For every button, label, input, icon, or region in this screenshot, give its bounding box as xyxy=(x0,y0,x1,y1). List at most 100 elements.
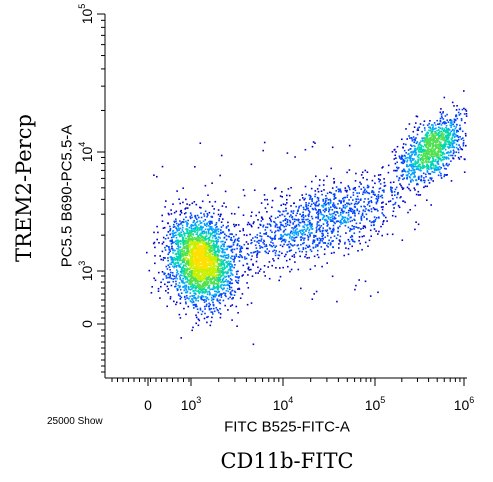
event-dot xyxy=(348,199,350,201)
event-dot xyxy=(270,215,273,218)
event-dot xyxy=(236,281,238,283)
event-dot xyxy=(391,151,394,153)
event-dot xyxy=(433,149,436,152)
event-dot xyxy=(171,272,174,274)
event-dot xyxy=(421,149,424,151)
event-dot xyxy=(193,284,196,287)
event-dot xyxy=(190,224,192,227)
event-dot xyxy=(248,254,250,256)
event-dot xyxy=(157,231,159,234)
event-dot xyxy=(208,267,210,269)
event-dot xyxy=(318,203,320,206)
event-dot xyxy=(294,225,296,228)
event-dot xyxy=(342,204,345,207)
event-dot xyxy=(175,210,178,213)
event-dot xyxy=(184,252,186,255)
event-dot xyxy=(148,269,151,272)
event-dot xyxy=(171,239,173,241)
event-dot xyxy=(222,249,224,252)
event-dot xyxy=(213,267,215,269)
event-dot xyxy=(435,152,437,155)
event-dot xyxy=(418,149,420,151)
event-dot xyxy=(214,235,217,237)
event-dot xyxy=(199,288,201,291)
event-dot xyxy=(320,211,322,214)
event-dot xyxy=(275,245,278,247)
event-dot xyxy=(197,230,199,232)
event-dot xyxy=(319,179,321,181)
event-dot xyxy=(207,233,210,235)
event-dot xyxy=(370,200,372,202)
event-dot xyxy=(204,289,207,291)
event-dot xyxy=(304,208,307,211)
event-dot xyxy=(332,218,334,220)
event-dot xyxy=(192,326,194,329)
event-dot xyxy=(160,281,162,284)
event-dot xyxy=(300,229,303,232)
event-dot xyxy=(221,293,223,295)
event-dot xyxy=(436,147,438,149)
event-dot xyxy=(445,122,447,124)
event-dot xyxy=(324,210,326,213)
event-dot xyxy=(211,222,213,224)
event-dot xyxy=(204,257,206,259)
event-dot xyxy=(334,217,337,220)
event-dot xyxy=(173,223,175,226)
event-dot xyxy=(193,296,196,299)
event-dot xyxy=(383,220,385,222)
event-dot xyxy=(188,281,191,283)
event-dot xyxy=(324,242,327,244)
event-dot xyxy=(299,255,301,258)
event-dot xyxy=(182,285,185,288)
event-dot xyxy=(173,266,175,269)
event-dot xyxy=(360,188,362,190)
event-dot xyxy=(194,278,197,280)
event-dot xyxy=(171,245,173,248)
event-dot xyxy=(231,255,233,257)
event-dot xyxy=(248,269,250,271)
event-dot xyxy=(170,236,173,239)
event-dot xyxy=(205,281,207,283)
event-dot xyxy=(198,237,200,239)
event-dot xyxy=(465,134,467,137)
event-dot xyxy=(224,257,227,259)
event-dot xyxy=(255,272,257,274)
event-dot xyxy=(197,282,199,285)
event-dot xyxy=(219,265,221,267)
event-dot xyxy=(181,237,184,239)
event-dot xyxy=(202,295,205,298)
event-dot xyxy=(231,265,233,267)
event-dot xyxy=(449,124,452,127)
event-dot xyxy=(429,139,432,142)
event-dot xyxy=(193,263,196,266)
event-dot xyxy=(208,236,211,239)
event-dot xyxy=(290,249,293,251)
event-dot xyxy=(382,201,384,204)
event-dot xyxy=(338,247,340,249)
event-dot xyxy=(306,257,308,259)
event-dot xyxy=(315,244,317,246)
event-dot xyxy=(405,157,408,159)
event-dot xyxy=(415,193,418,196)
event-dot xyxy=(278,250,281,253)
event-dot xyxy=(261,246,264,249)
event-dot xyxy=(430,178,433,181)
event-dot xyxy=(313,239,316,242)
event-dot xyxy=(263,240,266,243)
event-dot xyxy=(203,246,206,248)
event-dot xyxy=(293,237,295,239)
event-dot xyxy=(213,283,215,285)
event-dot xyxy=(290,205,292,207)
event-dot xyxy=(441,122,444,124)
event-dot xyxy=(368,192,371,195)
event-dot xyxy=(152,242,155,245)
event-dot xyxy=(263,239,265,242)
event-dot xyxy=(231,298,233,300)
event-dot xyxy=(189,282,191,285)
event-dot xyxy=(382,223,384,225)
event-dot xyxy=(243,234,246,236)
event-dot xyxy=(175,283,177,285)
event-dot xyxy=(189,259,191,262)
event-dot xyxy=(433,169,436,171)
event-dot xyxy=(399,157,401,159)
